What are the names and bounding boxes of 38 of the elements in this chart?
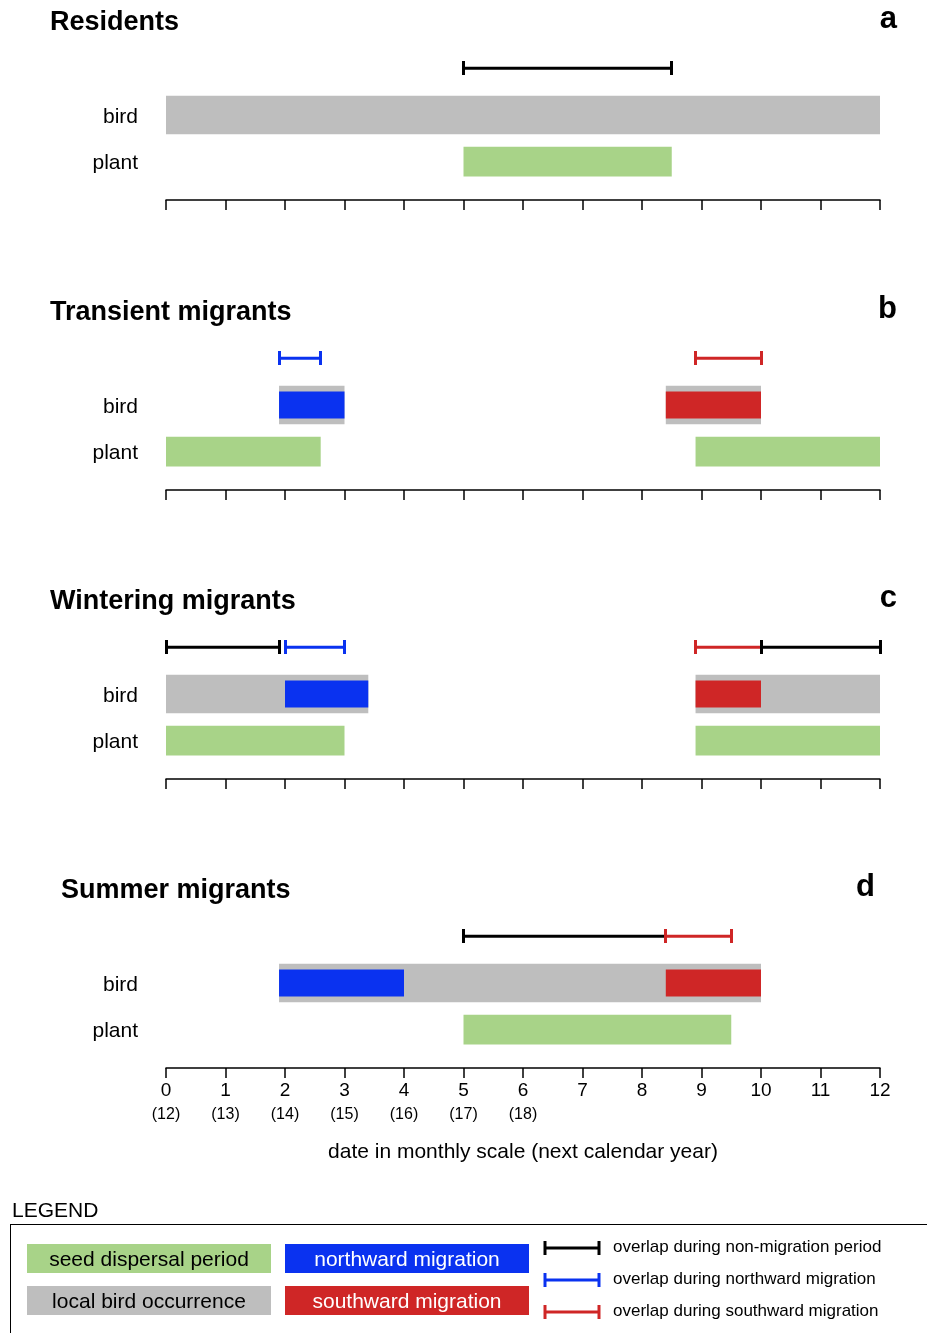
text: seed dispersal period: [49, 1247, 249, 1270]
legend-label: overlap during northward migration: [613, 1269, 876, 1288]
y-tick-label: plant: [92, 1018, 139, 1042]
text: d: [856, 868, 875, 903]
x-tick-label: 0 (12): [151, 1079, 181, 1122]
text: c: [879, 579, 898, 614]
legend-label: overlap during non-migration period: [613, 1237, 882, 1256]
y-tick-label: plant: [92, 440, 139, 464]
x-tick-label: 11: [810, 1079, 831, 1100]
x-tick-label: 6 (18): [508, 1079, 538, 1122]
x-tick-label: 4 (16): [389, 1079, 419, 1122]
x-tick-label: 8: [636, 1079, 648, 1100]
x-tick-label: 10: [750, 1079, 772, 1100]
y-tick-label: bird: [102, 682, 138, 706]
y-tick-label: bird: [102, 103, 138, 127]
x-tick-label: 7: [577, 1079, 588, 1100]
text: b: [878, 290, 897, 325]
y-tick-label: plant: [92, 150, 139, 174]
y-tick-label: bird: [102, 393, 138, 417]
legend-label: overlap during southward migration: [613, 1301, 879, 1320]
x-tick-label: 1 (13): [211, 1079, 240, 1122]
x-axis-title: date in monthly scale (next calendar year): [328, 1139, 718, 1162]
x-tick-label: 5 (17): [449, 1079, 478, 1122]
text: northward migration: [314, 1247, 500, 1270]
x-tick-label: 9: [696, 1079, 707, 1100]
legend-title: LEGEND: [12, 1198, 99, 1222]
y-tick-label: plant: [92, 729, 139, 753]
x-tick-label: 3 (15): [330, 1079, 359, 1122]
text: local bird occurrence: [52, 1289, 246, 1312]
chart-title: Residents: [50, 5, 180, 36]
text: a: [879, 0, 898, 35]
x-tick-label: 2 (14): [270, 1079, 300, 1122]
chart-title: Transient migrants: [50, 295, 292, 326]
x-tick-label: 12: [869, 1079, 891, 1100]
y-tick-label: bird: [102, 971, 138, 995]
chart-title: Summer migrants: [61, 873, 291, 904]
text: southward migration: [312, 1289, 502, 1312]
chart-title: Wintering migrants: [50, 584, 296, 615]
